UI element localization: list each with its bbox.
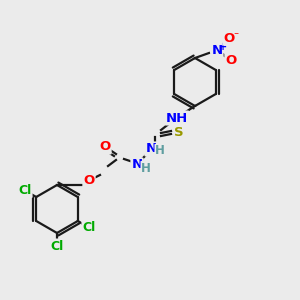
Text: O: O [83,175,94,188]
Text: H: H [155,145,165,158]
Text: N: N [131,158,142,172]
Text: Cl: Cl [18,184,32,197]
Text: +: + [219,42,227,52]
Text: Cl: Cl [50,239,64,253]
Text: O: O [99,140,111,154]
Text: H: H [141,161,151,175]
Text: O: O [225,53,237,67]
Text: N: N [212,44,223,56]
Text: NH: NH [166,112,188,124]
Text: O: O [224,32,235,44]
Text: N: N [146,142,157,155]
Text: ⁻: ⁻ [233,31,238,41]
Text: Cl: Cl [82,221,96,234]
Text: S: S [174,125,184,139]
